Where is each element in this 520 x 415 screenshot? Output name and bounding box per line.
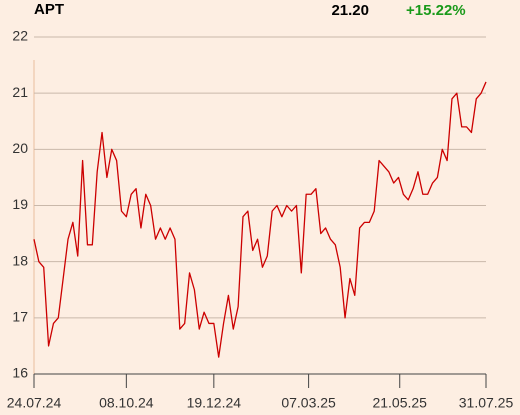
- y-tick-label: 16: [12, 365, 28, 381]
- y-tick-label: 17: [12, 309, 28, 325]
- y-tick-label: 21: [12, 84, 28, 100]
- x-tick-label: 08.10.24: [99, 395, 154, 411]
- y-tick-label: 19: [12, 196, 28, 212]
- x-tick-label: 07.03.25: [281, 395, 336, 411]
- x-tick-label: 24.07.24: [7, 395, 62, 411]
- x-tick-label: 19.12.24: [187, 395, 242, 411]
- symbol: APT: [34, 1, 64, 18]
- price: 21.20: [331, 2, 369, 19]
- y-tick-label: 20: [12, 140, 28, 156]
- x-tick-label: 21.05.25: [372, 395, 427, 411]
- y-tick-label: 18: [12, 252, 28, 268]
- y-tick-label: 22: [12, 28, 28, 44]
- change: +15.22%: [406, 2, 466, 19]
- x-tick-label: 31.07.25: [459, 395, 514, 411]
- price-line: [33, 81, 487, 358]
